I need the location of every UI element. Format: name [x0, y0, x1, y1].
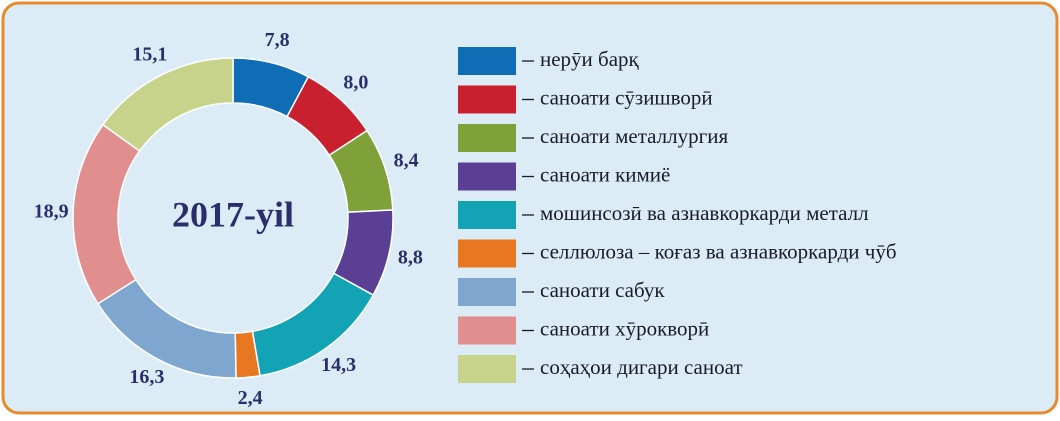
legend-label: саноати сӯзишворӣ: [540, 85, 713, 109]
legend-swatch: [458, 124, 516, 152]
legend-swatch: [458, 278, 516, 306]
legend-label: саноати кимиё: [540, 162, 670, 186]
data-label: 7,8: [265, 29, 290, 51]
data-label: 18,9: [34, 200, 69, 222]
data-label: 16,3: [129, 366, 164, 388]
center-label: 2017-yil: [172, 194, 294, 234]
data-label: 14,3: [321, 354, 356, 376]
legend-label: саноати хӯрокворӣ: [540, 316, 709, 340]
legend-label: селлюлоза – коғаз ва азнавкоркарди чӯб: [540, 239, 897, 263]
data-label: 2,4: [238, 387, 263, 409]
legend-label: мошинсозӣ ва азнавкоркарди металл: [540, 201, 869, 225]
data-label: 8,8: [398, 246, 423, 268]
legend-swatch: [458, 316, 516, 345]
data-label: 8,0: [343, 71, 368, 93]
legend-swatch: [458, 201, 516, 229]
legend-label: нерӯи барқ: [540, 47, 640, 71]
legend-swatch: [458, 47, 516, 75]
legend-label: соҳаҳои дигари саноат: [540, 355, 743, 379]
legend-label: саноати сабук: [540, 278, 665, 302]
legend-swatch: [458, 355, 516, 383]
legend-label: саноати металлургия: [540, 124, 728, 148]
legend-swatch: [458, 239, 516, 268]
legend-swatch: [458, 162, 516, 191]
data-label: 15,1: [132, 44, 167, 66]
legend-swatch: [458, 85, 516, 114]
data-label: 8,4: [394, 149, 419, 171]
donut-slice: [101, 57, 234, 153]
